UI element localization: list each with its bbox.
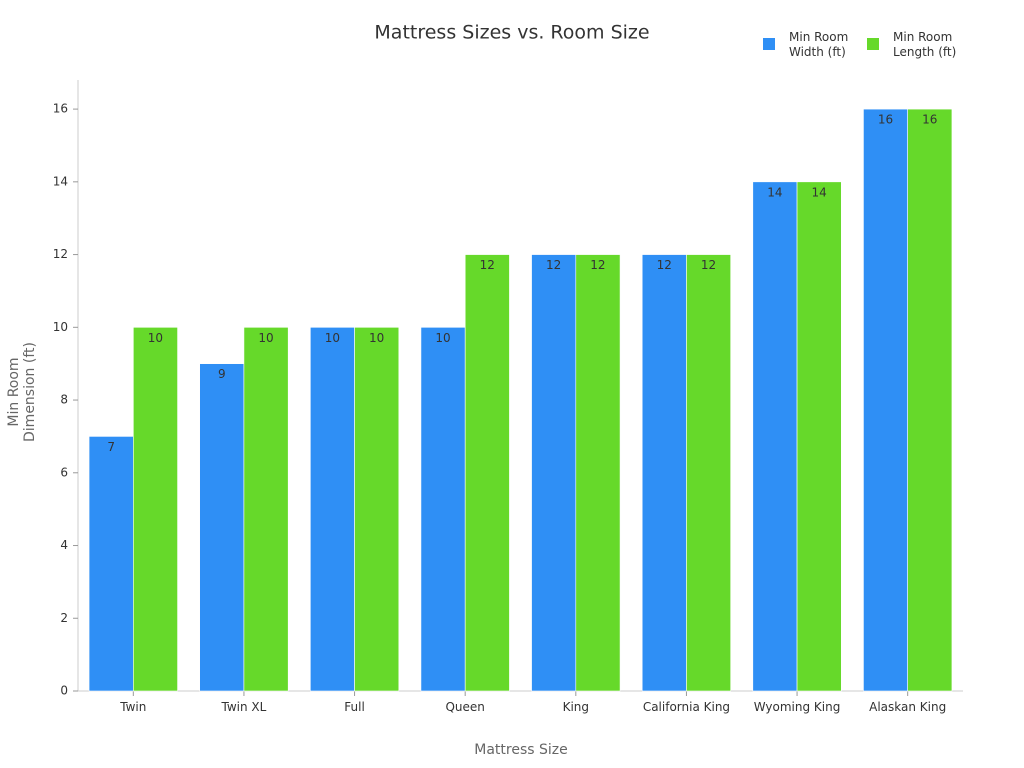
bar [907, 108, 953, 692]
bar [863, 108, 908, 692]
y-tick-label: 8 [60, 393, 68, 407]
x-tick-label: California King [642, 700, 731, 714]
data-label: 9 [218, 367, 226, 381]
data-label: 16 [878, 113, 893, 127]
data-label: 10 [258, 331, 273, 345]
bar [531, 254, 577, 692]
chart-title: Mattress Sizes vs. Room Size [374, 22, 649, 44]
bar [243, 327, 289, 692]
data-label: 12 [657, 258, 672, 272]
x-tick-label: Twin [120, 700, 147, 714]
data-label: 7 [107, 440, 115, 454]
data-label: 10 [369, 331, 384, 345]
data-label: 10 [325, 331, 340, 345]
data-label: 14 [812, 185, 827, 199]
x-tick-label: Wyoming King [753, 700, 841, 714]
y-tick-label: 16 [53, 102, 68, 116]
x-axis-title: Mattress Size [474, 742, 567, 758]
bar [752, 181, 798, 692]
data-label: 10 [435, 331, 450, 345]
x-tick-label: Twin XL [221, 700, 267, 714]
legend-label: Min Room Width (ft) [789, 30, 849, 59]
bar [464, 254, 510, 692]
data-label: 12 [480, 258, 495, 272]
x-tick-label: King [562, 700, 590, 714]
bar [354, 327, 400, 692]
y-tick-label: 14 [53, 174, 68, 188]
bar [575, 254, 621, 692]
data-label: 10 [148, 331, 163, 345]
bar [796, 181, 842, 692]
data-label: 16 [922, 113, 937, 127]
x-tick-label: Full [344, 700, 365, 714]
y-axis-title: Min Room Dimension (ft) [6, 342, 38, 442]
bar [199, 363, 245, 692]
bar [133, 327, 178, 692]
legend-label: Min Room Length (ft) [893, 30, 957, 59]
legend-swatch [867, 38, 879, 50]
legend-swatch [763, 38, 775, 50]
bar [686, 254, 731, 692]
data-label: 14 [767, 185, 782, 199]
bar [420, 327, 466, 692]
y-tick-label: 4 [60, 538, 68, 552]
data-label: 12 [546, 258, 561, 272]
y-tick-label: 0 [60, 684, 68, 698]
x-tick-label: Alaskan King [869, 700, 947, 714]
y-tick-label: 12 [53, 247, 68, 261]
bar [641, 254, 687, 692]
bar [310, 327, 355, 692]
data-label: 12 [590, 258, 605, 272]
y-tick-label: 2 [60, 611, 68, 625]
y-tick-label: 6 [60, 465, 68, 479]
x-tick-label: Queen [445, 700, 485, 714]
data-label: 12 [701, 258, 716, 272]
bar [88, 436, 134, 692]
y-tick-label: 10 [53, 320, 68, 334]
